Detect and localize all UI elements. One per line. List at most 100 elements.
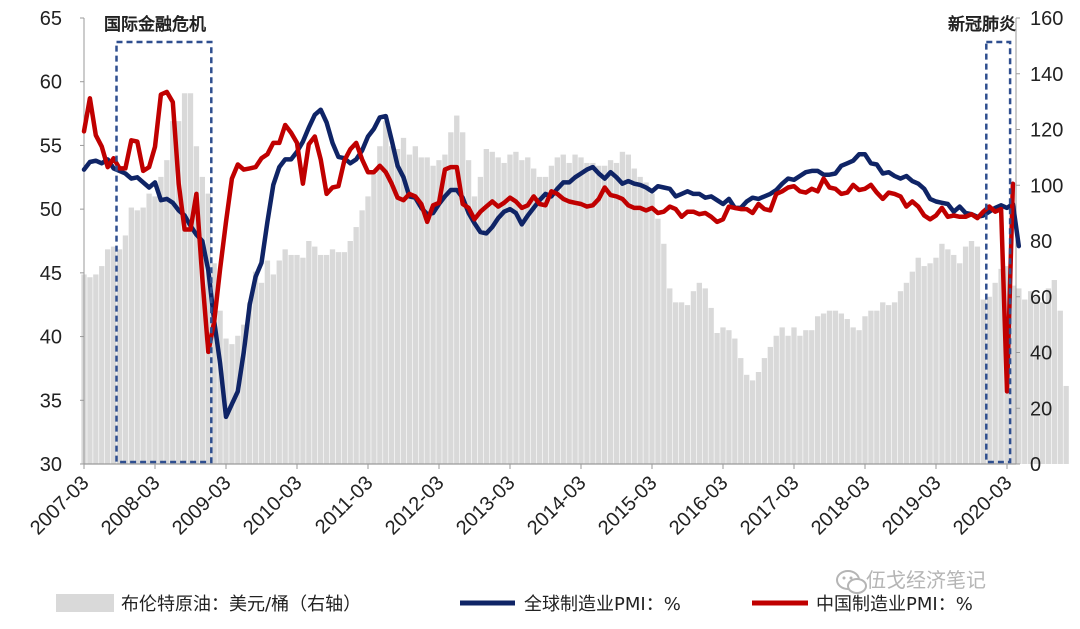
y-tick-label-left: 30: [40, 454, 62, 476]
y-tick-label-left: 55: [40, 135, 62, 157]
brent-bar: [1010, 285, 1016, 464]
brent-bar: [146, 193, 152, 465]
brent-bar: [649, 193, 655, 465]
brent-bar: [176, 121, 182, 464]
y-tick-label-right: 60: [1030, 287, 1052, 309]
x-tick-label: 2014-03: [523, 472, 590, 539]
brent-bar: [655, 218, 661, 464]
brent-bar: [590, 162, 596, 464]
brent-bar: [418, 157, 424, 465]
brent-bar: [181, 93, 188, 464]
brent-bar: [880, 302, 886, 464]
brent-bar: [962, 246, 969, 464]
brent-bar: [99, 266, 105, 464]
y-tick-label-left: 65: [40, 8, 62, 30]
brent-bar: [974, 246, 981, 464]
brent-bar: [519, 160, 525, 464]
brent-bar: [536, 176, 543, 464]
brent-bar: [826, 310, 833, 464]
legend: 布伦特原油：美元/桶（右轴） 全球制造业PMI：% 中国制造业PMI：%: [56, 594, 973, 615]
brent-bar: [436, 160, 442, 464]
brent-bar: [318, 254, 324, 464]
legend-label-china-pmi: 中国制造业PMI：%: [816, 594, 973, 615]
y-tick-label-right: 40: [1030, 343, 1052, 365]
brent-bar: [933, 257, 939, 464]
brent-bar: [353, 227, 359, 464]
brent-bar: [235, 335, 241, 464]
brent-bar: [199, 176, 205, 464]
brent-bar: [939, 243, 945, 464]
brent-bar: [424, 157, 430, 465]
brent-bar: [400, 137, 407, 465]
brent-bar: [542, 176, 549, 464]
brent-bar: [335, 252, 342, 464]
brent-bar: [856, 330, 862, 464]
y-tick-label-right: 140: [1030, 64, 1063, 86]
brent-bar: [998, 268, 1004, 465]
brent-bar: [329, 249, 336, 464]
brent-bar: [690, 291, 697, 464]
y-tick-label-left: 35: [40, 390, 62, 412]
brent-bar: [980, 299, 986, 464]
brent-bar: [164, 160, 170, 464]
brent-bar: [791, 327, 797, 464]
legend-label-global-pmi: 全球制造业PMI：%: [524, 594, 681, 615]
brent-bars: [81, 93, 1069, 465]
x-tick-label: 2013-03: [452, 472, 519, 539]
brent-bar: [732, 338, 738, 464]
brent-bar: [578, 157, 584, 465]
brent-bar: [140, 207, 146, 465]
brent-bar: [282, 249, 288, 464]
brent-bar: [838, 313, 844, 464]
y-tick-label-right: 80: [1030, 231, 1052, 253]
brent-bar: [122, 235, 129, 464]
brent-bar: [454, 115, 460, 464]
brent-bar: [383, 121, 389, 464]
brent-bar: [513, 151, 519, 465]
brent-bar: [442, 154, 448, 464]
brent-bar: [773, 335, 779, 464]
brent-bar: [465, 160, 472, 464]
brent-bar: [945, 249, 951, 464]
highlight-boxes: 国际金融危机 新冠肺炎: [104, 14, 1016, 464]
brent-bar: [276, 260, 282, 464]
pmi-lines: [81, 89, 1022, 420]
y-tick-label-left: 50: [40, 199, 62, 221]
brent-bar: [613, 162, 620, 464]
brent-bar: [158, 176, 164, 464]
brent-bar: [673, 302, 679, 464]
y-tick-label-left: 60: [40, 72, 62, 94]
annotation-label: 国际金融危机: [104, 14, 206, 35]
brent-bar: [797, 335, 803, 464]
brent-bar: [1039, 302, 1046, 464]
brent-bar: [394, 149, 401, 464]
brent-bar: [217, 310, 223, 464]
brent-bar: [903, 282, 910, 464]
brent-bar: [430, 165, 436, 465]
brent-bar: [708, 307, 714, 464]
watermark-text: 伍戈经济笔记: [866, 568, 986, 592]
brent-bar: [678, 302, 685, 464]
brent-bar: [525, 157, 531, 465]
brent-bar: [643, 182, 649, 464]
highlight-box: [115, 40, 213, 464]
y-tick-label-right: 0: [1030, 454, 1041, 476]
brent-bar: [389, 146, 395, 464]
brent-bar: [767, 346, 773, 464]
brent-bar: [341, 252, 347, 464]
brent-bar: [986, 296, 992, 464]
brent-bar: [951, 254, 957, 464]
brent-bar: [1016, 288, 1022, 464]
brent-bar: [252, 271, 259, 464]
brent-bar: [738, 358, 744, 464]
x-tick-label: 2016-03: [665, 472, 732, 539]
brent-bar: [1033, 296, 1040, 464]
brent-bar: [359, 210, 365, 464]
brent-bar: [1063, 385, 1069, 464]
brent-bar: [891, 302, 898, 464]
x-tick-label: 2009-03: [168, 472, 235, 539]
y-tick-label-left: 40: [40, 327, 62, 349]
watermark: 伍戈经济笔记: [836, 568, 986, 594]
brent-bar: [270, 274, 276, 464]
y-tick-label-right: 120: [1030, 120, 1063, 142]
